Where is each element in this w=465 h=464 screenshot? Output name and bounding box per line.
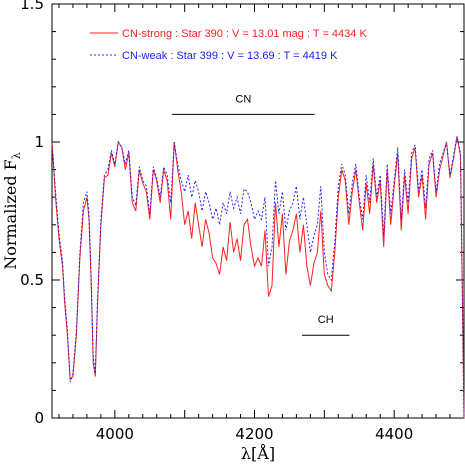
legend-label: CN-weak : Star 399 : V = 13.69 : T = 441… bbox=[122, 50, 338, 62]
axis-ticks: 4000 4200 4400 0 0.5 1 1.5 bbox=[20, 0, 465, 443]
x-axis-label: λ[Å] bbox=[241, 443, 275, 463]
y-tick-label: 0.5 bbox=[20, 271, 44, 289]
y-axis-label: Normalized Fλ bbox=[1, 152, 23, 270]
x-tick-label: 4200 bbox=[235, 425, 273, 443]
x-tick-label: 4000 bbox=[96, 425, 134, 443]
y-tick-label: 0 bbox=[34, 409, 44, 427]
annotation-label: CN bbox=[235, 93, 251, 105]
y-tick-label: 1 bbox=[34, 133, 44, 151]
y-tick-label: 1.5 bbox=[20, 0, 44, 13]
series-layer bbox=[51, 136, 465, 419]
series-cn-weak-line bbox=[51, 136, 465, 419]
y-axis-label-main: Normalized F bbox=[1, 159, 20, 270]
series-cn-strong-line bbox=[51, 136, 465, 419]
y-axis-label-subscript: λ bbox=[10, 152, 23, 159]
x-tick-label: 4400 bbox=[375, 425, 413, 443]
legend-label: CN-strong : Star 390 : V = 13.01 mag : T… bbox=[122, 28, 367, 40]
annotation-layer: CN CH bbox=[172, 93, 350, 336]
annotation-label: CH bbox=[318, 314, 334, 326]
y-axis-label-group: Normalized Fλ bbox=[1, 152, 23, 270]
plot-frame bbox=[51, 3, 465, 419]
legend: CN-strong : Star 390 : V = 13.01 mag : T… bbox=[90, 28, 367, 62]
